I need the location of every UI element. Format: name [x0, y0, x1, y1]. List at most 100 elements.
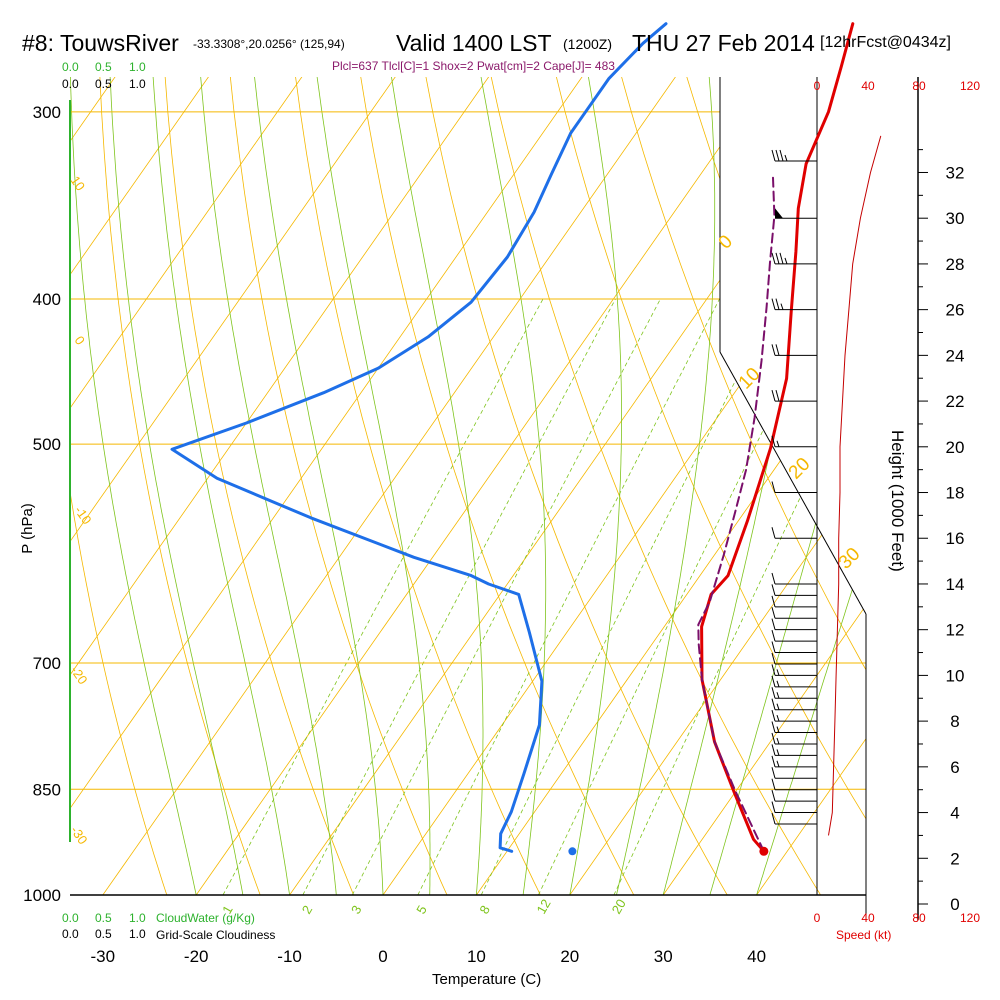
speed-tick-top: 80 [912, 79, 926, 93]
mixing-ratio-label: 2 [299, 903, 316, 917]
station-title: #8: TouwsRiver [22, 30, 179, 56]
wind-barb-half-flag [776, 692, 780, 699]
dry-adiabat [531, 77, 866, 895]
wind-barb-flag [771, 755, 776, 767]
pressure-tick-label: 400 [33, 290, 61, 309]
wind-barb-flag [771, 801, 776, 813]
wind-barb-flag [775, 344, 780, 356]
wind-barb-flag [775, 252, 780, 265]
wind-barb-flag [779, 149, 784, 162]
moist-adiabat [568, 77, 622, 895]
height-tick-label: 30 [946, 209, 965, 228]
isotherm-line [70, 77, 399, 895]
moist-adiabat [193, 77, 337, 895]
dry-adiabat [345, 77, 635, 895]
height-tick-label: 18 [946, 484, 965, 503]
wind-barb-flag [771, 641, 776, 653]
wind-barb-half-flag [780, 303, 784, 310]
height-tick-label: 28 [946, 255, 965, 274]
wind-barb-half-flag [776, 737, 780, 745]
mixing-ratio-label: 12 [533, 896, 553, 916]
dry-adiabat [593, 77, 866, 895]
valid-zulu: (1200Z) [563, 36, 613, 52]
cloudwater-tick-bottom: 1.0 [129, 911, 146, 925]
valid-date: THU 27 Feb 2014 [632, 30, 815, 56]
dry-adiabat [158, 77, 354, 895]
wind-barb-half-flag [776, 703, 780, 710]
wind-barb-half-flag [784, 154, 788, 162]
dry-adiabat [407, 77, 728, 895]
isotherm-line [195, 77, 866, 895]
dry-adiabat [220, 77, 448, 895]
height-tick-label: 8 [950, 712, 959, 731]
wind-barb-pennant [775, 208, 783, 219]
height-tick-label: 16 [946, 529, 965, 548]
isotherm-line [70, 77, 586, 895]
cloudiness-tick-bottom: 0.0 [62, 927, 79, 941]
surface-temperature-dot [759, 846, 769, 856]
dry-adiabat [96, 77, 261, 895]
wind-barb-flag [771, 344, 776, 356]
wind-barb-flag [771, 767, 776, 779]
isotherm-line [70, 77, 493, 895]
temperature-tick-label: 0 [378, 947, 387, 966]
mixing-ratio-line [480, 298, 778, 895]
height-tick-label: 24 [946, 346, 965, 365]
wind-barb-flag [771, 789, 776, 802]
cloudwater-tick-top: 0.5 [95, 60, 112, 74]
forecast-info: [12hrFcst@0434z] [820, 34, 951, 51]
cloudiness-tick-top: 0.0 [62, 77, 79, 91]
isotherm-line [70, 77, 679, 895]
wind-barb-flag [779, 252, 784, 265]
cloudiness-tick-top: 0.5 [95, 77, 112, 91]
height-tick-label: 2 [950, 849, 959, 868]
wind-barb-flag [771, 389, 776, 402]
station-coords: -33.3308°,20.0256° (125,94) [193, 37, 345, 51]
wind-barb-flag [771, 595, 776, 607]
moist-adiabat [70, 77, 197, 895]
height-tick-label: 14 [946, 575, 965, 594]
wind-barb-half-flag [776, 749, 780, 756]
wind-barb-flag [771, 527, 776, 539]
dry-adiabat-label: 10 [68, 173, 89, 193]
profile-series [170, 22, 855, 856]
speed-tick-top: 0 [814, 79, 821, 93]
dry-adiabat-label: 0 [72, 333, 88, 348]
wind-barb-flag [771, 481, 776, 493]
speed-tick-bottom: 80 [912, 911, 926, 925]
moist-adiabat-label: 20 [785, 454, 815, 484]
mixing-ratio-label: 8 [476, 903, 493, 917]
surface-dewpoint-dot [568, 847, 577, 856]
wind-barb-flag [771, 744, 776, 756]
wind-barb-flag [771, 732, 776, 745]
dewpoint-line [170, 22, 668, 853]
moist-adiabat [709, 77, 866, 895]
isotherm-line [662, 77, 866, 895]
temperature-tick-label: 40 [747, 947, 766, 966]
wind-barbs [771, 149, 817, 825]
mixing-ratio-line [351, 298, 661, 895]
moist-adiabat [462, 77, 547, 895]
height-tick-label: 22 [946, 392, 965, 411]
parcel-line [697, 176, 776, 853]
wind-barb-flag [771, 584, 776, 596]
moist-adiabat [662, 77, 832, 895]
mixing-ratio-line [302, 298, 616, 895]
wind-barb-flag [771, 664, 776, 676]
moist-adiabat [304, 77, 431, 895]
height-tick-label: 20 [946, 438, 965, 457]
thermo-grid [70, 77, 866, 895]
temperature-tick-label: -10 [277, 947, 302, 966]
chart-frame [69, 77, 919, 920]
wind-barb-half-flag [776, 680, 780, 687]
mixing-ratio-line [417, 298, 720, 895]
wind-barb-flag [771, 812, 776, 825]
wind-barb-flag [771, 607, 776, 619]
speed-tick-bottom: 0 [814, 911, 821, 925]
moist-adiabat [375, 77, 484, 895]
dry-adiabat-label: -20 [68, 663, 91, 687]
wind-barb-flag [771, 435, 776, 447]
height-tick-label: 12 [946, 621, 965, 640]
mixing-ratio-label: 5 [413, 903, 430, 917]
